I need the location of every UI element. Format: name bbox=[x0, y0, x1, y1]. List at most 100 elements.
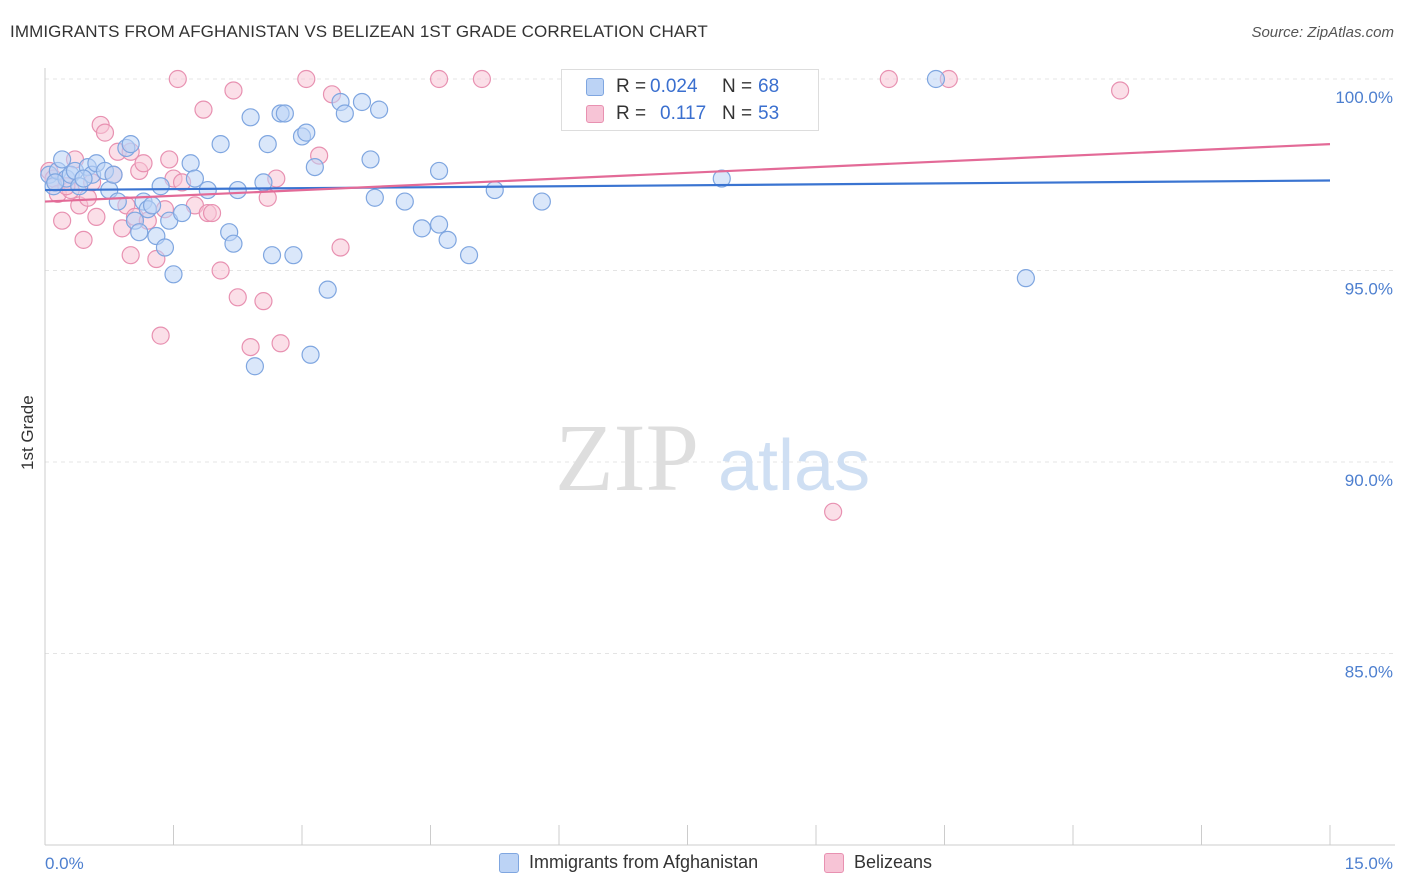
belizean-point bbox=[160, 150, 179, 169]
correlation-legend: R = 0.024 N = 68 R = 0.117 N = 53 bbox=[561, 69, 819, 131]
afghanistan-point bbox=[241, 108, 260, 127]
afghanistan-point bbox=[712, 169, 731, 188]
n-label: N = bbox=[722, 76, 753, 97]
blue-swatch bbox=[586, 78, 604, 96]
afghanistan-point bbox=[459, 246, 479, 265]
belizean-point bbox=[879, 69, 898, 89]
legend-label: Immigrants from Afghanistan bbox=[529, 852, 759, 872]
afghanistan-point bbox=[46, 173, 65, 192]
afghanistan-point bbox=[361, 150, 380, 169]
belizean-point bbox=[228, 288, 247, 307]
watermark-atlas: atlas bbox=[718, 426, 870, 506]
r-label: R = bbox=[616, 76, 647, 97]
belizean-point bbox=[95, 123, 115, 142]
n-value: 68 bbox=[758, 76, 780, 97]
legend-item-belizeans[interactable]: Belizeans bbox=[824, 852, 932, 873]
afghanistan-point bbox=[284, 246, 303, 265]
x-tick-labels: 0.0% 15.0% bbox=[45, 854, 1393, 873]
afghanistan-point bbox=[275, 104, 294, 123]
afghanistan-point bbox=[74, 169, 93, 188]
afghanistan-point bbox=[365, 188, 384, 207]
afghanistan-trend-line bbox=[44, 179, 1331, 192]
afghanistan-point bbox=[429, 161, 449, 181]
afghanistan-point bbox=[485, 180, 504, 200]
axes bbox=[44, 68, 1395, 846]
afghanistan-point bbox=[198, 180, 217, 200]
afghanistan-point bbox=[258, 135, 277, 154]
y-tick-label: 95.0% bbox=[1345, 280, 1393, 299]
blue-swatch bbox=[499, 852, 519, 873]
series-legend: Immigrants from Afghanistan Belizeans bbox=[0, 852, 1406, 878]
belizean-point bbox=[224, 81, 243, 100]
x-tick-label: 15.0% bbox=[1345, 854, 1393, 873]
belizean-point bbox=[472, 69, 491, 89]
afghanistan-point bbox=[151, 177, 170, 196]
belizean-point bbox=[134, 154, 153, 173]
belizean-point bbox=[1111, 81, 1130, 100]
afghanistan-point bbox=[108, 192, 127, 211]
y-tick-labels: 85.0% 90.0% 95.0% 100.0% bbox=[1335, 88, 1393, 682]
afghanistan-point bbox=[155, 238, 175, 257]
afghanistan-point bbox=[262, 246, 282, 265]
afghanistan-point bbox=[370, 100, 389, 119]
chart-title: IMMIGRANTS FROM AFGHANISTAN VS BELIZEAN … bbox=[10, 22, 708, 41]
belizean-point bbox=[194, 100, 213, 119]
afghanistan-point bbox=[164, 265, 183, 284]
pink-swatch bbox=[824, 852, 844, 873]
afghanistan-point bbox=[142, 196, 162, 215]
trend-lines bbox=[44, 143, 1331, 203]
belizean-point bbox=[824, 502, 843, 521]
belizean-point bbox=[211, 261, 230, 280]
belizean-point bbox=[429, 69, 449, 89]
belizean-point bbox=[121, 246, 140, 265]
afghanistan-point bbox=[532, 192, 551, 211]
belizean-point bbox=[151, 326, 170, 345]
belizean-point bbox=[254, 292, 273, 311]
afghanistan-point bbox=[224, 234, 243, 253]
legend-label: Belizeans bbox=[854, 852, 933, 872]
belizean-point bbox=[74, 230, 93, 249]
afghanistan-point bbox=[185, 169, 205, 188]
n-label: N = bbox=[722, 103, 753, 124]
afghanistan-point bbox=[245, 357, 264, 376]
belizean-point bbox=[168, 69, 187, 89]
afghanistan-point bbox=[305, 157, 324, 177]
belizean-point bbox=[202, 203, 222, 223]
afghanistan-point bbox=[130, 223, 149, 242]
y-tick-label: 85.0% bbox=[1345, 663, 1393, 682]
afghanistan-point bbox=[53, 150, 72, 169]
belizean-point bbox=[87, 207, 106, 226]
belizean-point bbox=[241, 338, 260, 357]
belizean-trend-line bbox=[44, 143, 1331, 203]
afghanistan-point bbox=[318, 280, 337, 299]
legend-row-belizeans: R = 0.117 N = 53 bbox=[586, 103, 779, 125]
afghanistan-point bbox=[104, 165, 123, 184]
watermark: ZIP atlas bbox=[555, 404, 870, 511]
y-tick-label: 100.0% bbox=[1335, 88, 1393, 107]
afghanistan-point bbox=[412, 219, 432, 238]
r-label: R = bbox=[616, 103, 647, 124]
afghanistan-point bbox=[395, 192, 414, 211]
afghanistan-point bbox=[926, 69, 946, 89]
afghanistan-point bbox=[228, 180, 247, 200]
r-value: 0.117 bbox=[660, 103, 707, 124]
data-points bbox=[40, 69, 1130, 521]
belizean-point bbox=[53, 211, 72, 230]
source-label: Source: ZipAtlas.com bbox=[1251, 24, 1394, 41]
watermark-zip: ZIP bbox=[555, 404, 699, 511]
afghanistan-point bbox=[172, 203, 192, 223]
belizean-point bbox=[331, 238, 350, 257]
x-tick-label: 0.0% bbox=[45, 854, 84, 873]
afghanistan-point bbox=[438, 230, 457, 249]
afghanistan-point bbox=[429, 215, 449, 234]
afghanistan-point bbox=[1016, 269, 1035, 288]
afghanistan-point bbox=[211, 135, 230, 154]
legend-row-afghanistan: R = 0.024 N = 68 bbox=[586, 76, 779, 98]
afghanistan-point bbox=[335, 104, 354, 123]
afghanistan-point bbox=[297, 123, 316, 142]
afghanistan-point bbox=[352, 92, 372, 112]
belizean-point bbox=[271, 334, 290, 353]
legend-item-afghanistan[interactable]: Immigrants from Afghanistan bbox=[499, 852, 758, 873]
n-value: 53 bbox=[758, 103, 780, 124]
afghanistan-point bbox=[181, 154, 200, 173]
